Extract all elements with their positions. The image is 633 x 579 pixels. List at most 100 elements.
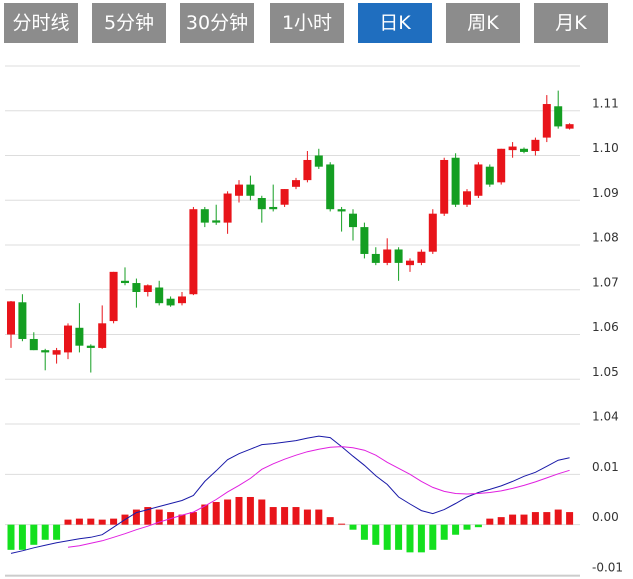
candle-body	[349, 213, 357, 228]
macd-bar	[7, 524, 15, 550]
candle-body	[508, 146, 517, 151]
period-tab[interactable]: 月K	[534, 3, 608, 43]
candle-body	[497, 148, 506, 183]
candle-body	[485, 166, 494, 185]
y-tick-label: 1.09	[592, 186, 619, 200]
candle-body	[326, 164, 335, 210]
candle-body	[542, 104, 551, 138]
macd-bar	[235, 496, 243, 525]
candle-body	[178, 296, 186, 304]
macd-bar	[383, 524, 391, 550]
candle-body	[189, 209, 198, 295]
macd-bar	[452, 524, 460, 535]
period-tab[interactable]: 分时线	[4, 3, 78, 43]
y-tick-label: 1.06	[592, 320, 619, 334]
macd-bar	[269, 507, 277, 525]
candle-body	[7, 301, 15, 335]
y-tick-label: 1.10	[592, 141, 619, 155]
candle-body	[417, 251, 426, 263]
macd-bar	[543, 512, 551, 525]
period-tab[interactable]: 周K	[446, 3, 520, 43]
macd-bar	[497, 517, 505, 525]
dif-line	[10, 435, 570, 554]
macd-bar	[349, 524, 357, 530]
macd-bar	[531, 512, 539, 525]
macd-bar	[440, 524, 448, 540]
candle-body	[246, 184, 255, 196]
candle-body	[155, 287, 164, 304]
macd-bar	[87, 518, 95, 525]
y-tick-label: 1.07	[592, 275, 619, 289]
candle-body	[383, 249, 392, 263]
candle-body	[109, 271, 118, 322]
macd-bar	[338, 523, 346, 525]
y-tick-label: 0.00	[592, 510, 619, 524]
candle-body	[314, 155, 323, 167]
candle-body	[132, 283, 141, 292]
candle-body	[440, 159, 449, 214]
period-tab[interactable]: 5分钟	[92, 3, 166, 43]
macd-bar	[110, 518, 118, 525]
candle-body	[18, 302, 27, 339]
macd-bar	[75, 518, 83, 525]
macd-bar	[406, 524, 414, 553]
candle-body	[520, 148, 528, 152]
candle-body	[451, 157, 460, 205]
dea-line	[67, 446, 570, 548]
candle-body	[64, 325, 72, 353]
macd-bar	[224, 499, 232, 525]
y-tick-label: 1.05	[592, 365, 619, 379]
macd-bar	[474, 524, 482, 528]
macd-bar	[429, 524, 437, 550]
candle-body	[98, 323, 107, 348]
macd-bar	[30, 524, 38, 545]
candle-body	[406, 260, 414, 266]
macd-bar	[315, 509, 323, 525]
candle-body	[394, 249, 403, 263]
macd-bar	[372, 524, 380, 545]
macd-bar	[144, 507, 152, 525]
candle-body	[337, 209, 346, 212]
candle-body	[223, 193, 232, 223]
period-tab[interactable]: 日K	[358, 3, 432, 43]
macd-bar	[246, 496, 254, 525]
candle-body	[166, 298, 175, 306]
period-tab[interactable]: 1小时	[270, 3, 344, 43]
macd-bar	[486, 518, 494, 525]
candle-body	[554, 106, 563, 127]
y-tick-label: 1.04	[592, 410, 619, 424]
candle-body	[280, 189, 289, 205]
macd-bar	[53, 524, 61, 540]
macd-bar	[292, 507, 300, 525]
macd-bar	[155, 509, 163, 525]
macd-bar	[303, 509, 311, 525]
macd-bar	[41, 524, 49, 540]
macd-bar	[18, 524, 26, 550]
candle-body	[86, 345, 95, 348]
macd-bar	[178, 514, 186, 525]
candle-body	[474, 164, 483, 196]
candle-body	[75, 327, 84, 346]
macd-bar	[64, 519, 72, 525]
candle-body	[565, 124, 574, 129]
period-tab[interactable]: 30分钟	[180, 3, 254, 43]
candle-body	[200, 209, 209, 223]
candle-body	[257, 198, 266, 210]
macd-bar	[566, 512, 574, 525]
candle-body	[212, 220, 221, 223]
candle-body	[41, 350, 50, 353]
macd-bar	[98, 519, 106, 525]
macd-bar	[201, 504, 209, 525]
macd-bar	[189, 512, 197, 525]
candle-body	[29, 338, 38, 351]
macd-bar	[281, 507, 289, 525]
y-tick-label: 1.08	[592, 231, 619, 245]
macd-bar	[509, 514, 517, 525]
candle-body	[428, 213, 437, 252]
candle-body	[52, 350, 61, 355]
candle-body	[121, 280, 129, 284]
candle-body	[371, 253, 380, 263]
period-tabs: 分时线 5分钟 30分钟 1小时 日K 周K 月K	[0, 3, 633, 43]
